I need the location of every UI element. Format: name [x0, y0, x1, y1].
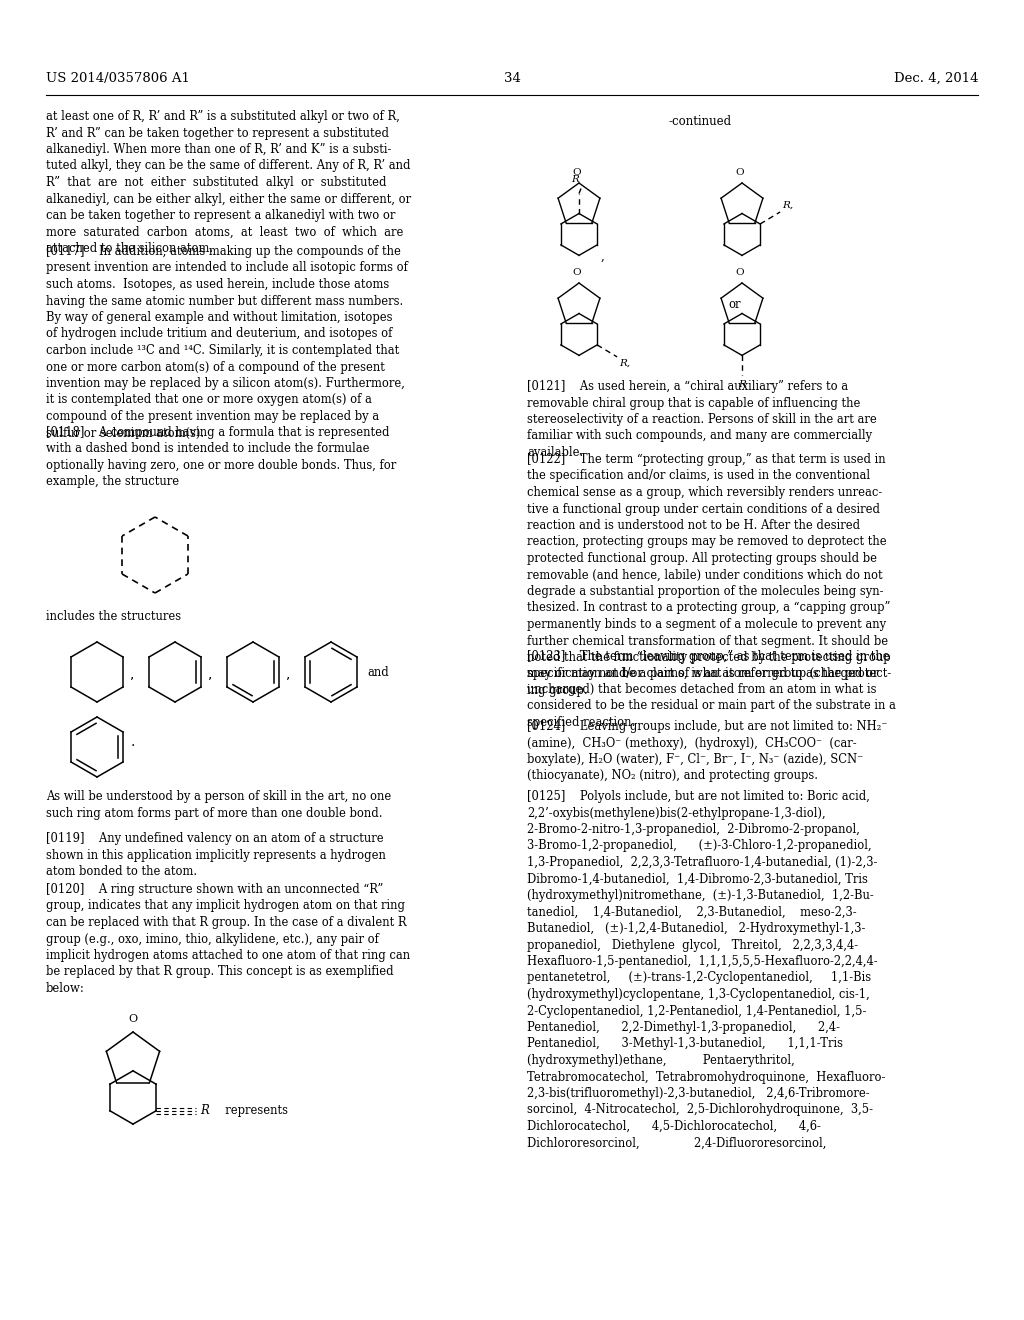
Text: R: R [200, 1105, 209, 1117]
Text: [0122]    The term “protecting group,” as that term is used in
the specification: [0122] The term “protecting group,” as t… [527, 453, 891, 697]
Text: [0118]    A compound having a formula that is represented
with a dashed bond is : [0118] A compound having a formula that … [46, 426, 396, 488]
Text: US 2014/0357806 A1: US 2014/0357806 A1 [46, 73, 189, 84]
Text: includes the structures: includes the structures [46, 610, 181, 623]
Text: or: or [729, 298, 741, 312]
Text: ,: , [600, 249, 604, 263]
Text: ,: , [208, 667, 212, 681]
Text: R: R [571, 174, 579, 183]
Text: at least one of R, R’ and R” is a substituted alkyl or two of R,
R’ and R” can b: at least one of R, R’ and R” is a substi… [46, 110, 411, 255]
Text: R: R [738, 380, 745, 389]
Text: [0117]    In addition, atoms making up the compounds of the
present invention ar: [0117] In addition, atoms making up the … [46, 246, 408, 440]
Text: [0121]    As used herein, a “chiral auxiliary” refers to a
removable chiral grou: [0121] As used herein, a “chiral auxilia… [527, 380, 877, 459]
Text: O: O [735, 268, 744, 277]
Text: Dec. 4, 2014: Dec. 4, 2014 [894, 73, 978, 84]
Text: R,: R, [620, 359, 630, 368]
Text: .: . [130, 735, 134, 748]
Text: O: O [572, 268, 582, 277]
Text: [0120]    A ring structure shown with an unconnected “R”
group, indicates that a: [0120] A ring structure shown with an un… [46, 883, 411, 995]
Text: R,: R, [782, 201, 794, 210]
Text: [0124]    Leaving groups include, but are not limited to: NH₂⁻
(amine),  CH₃O⁻ (: [0124] Leaving groups include, but are n… [527, 719, 888, 783]
Text: -continued: -continued [669, 115, 731, 128]
Text: 34: 34 [504, 73, 520, 84]
Text: [0119]    Any undefined valency on an atom of a structure
shown in this applicat: [0119] Any undefined valency on an atom … [46, 832, 386, 878]
Text: [0123]    The term “leaving group,” as that term is used in the
specification an: [0123] The term “leaving group,” as that… [527, 649, 896, 729]
Text: O: O [128, 1014, 137, 1024]
Text: O: O [572, 168, 582, 177]
Text: ,: , [130, 667, 134, 681]
Text: [0125]    Polyols include, but are not limited to: Boric acid,
2,2’-oxybis(methy: [0125] Polyols include, but are not limi… [527, 789, 886, 1150]
Text: As will be understood by a person of skill in the art, no one
such ring atom for: As will be understood by a person of ski… [46, 789, 391, 820]
Text: O: O [735, 168, 744, 177]
Text: and: and [367, 665, 389, 678]
Text: represents: represents [218, 1105, 288, 1117]
Text: ,: , [286, 667, 291, 681]
